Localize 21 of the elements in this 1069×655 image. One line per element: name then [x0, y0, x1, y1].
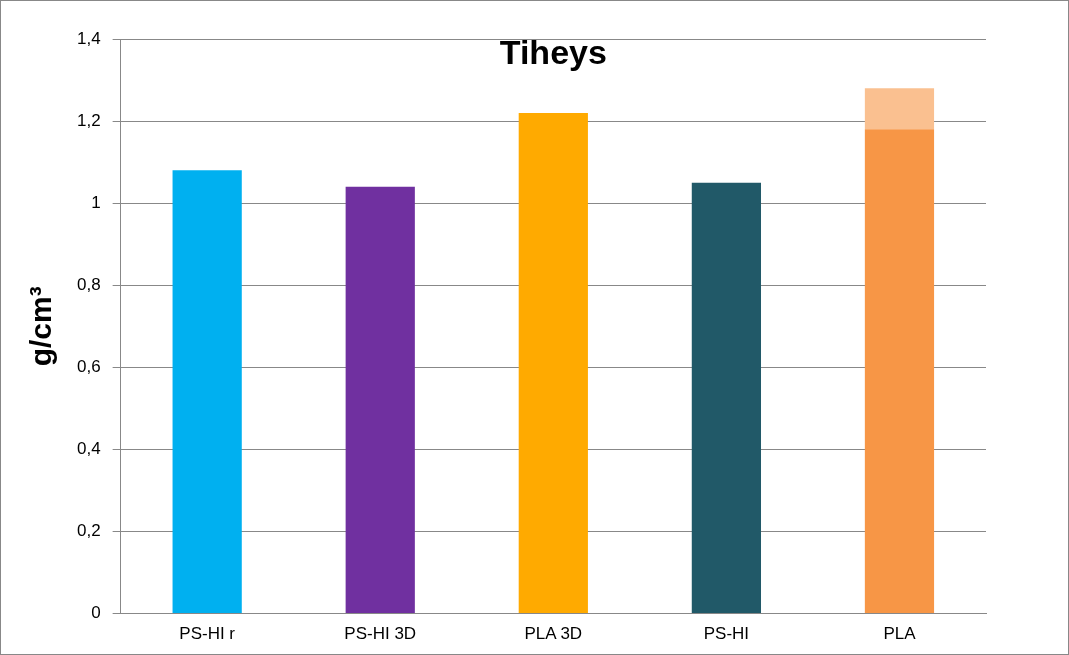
y-tick-label: 0 [91, 603, 101, 623]
x-tick-label: PLA 3D [524, 624, 583, 644]
bar [864, 88, 935, 130]
y-tick-label: 1,2 [76, 110, 101, 130]
y-tick-label: 0,4 [76, 439, 101, 459]
y-tick-label: 0,8 [76, 274, 101, 294]
y-axis-title: g/cm³ [24, 286, 58, 367]
y-tick-label: 0,6 [76, 357, 101, 377]
y-tick-label: 0,2 [76, 521, 101, 541]
bar [345, 186, 415, 614]
chart-title: Tiheys [499, 33, 607, 72]
bar [518, 112, 588, 614]
x-tick-label: PS-HI [703, 624, 750, 644]
y-tick-label: 1 [91, 192, 101, 212]
x-tick-label: PS-HI 3D [344, 624, 417, 644]
x-tick-label: PLA [883, 624, 917, 644]
bar [172, 170, 242, 614]
y-tick-label: 1,4 [76, 28, 101, 48]
bar [691, 182, 761, 614]
bar [864, 129, 935, 614]
x-tick-label: PS-HI r [179, 624, 236, 644]
